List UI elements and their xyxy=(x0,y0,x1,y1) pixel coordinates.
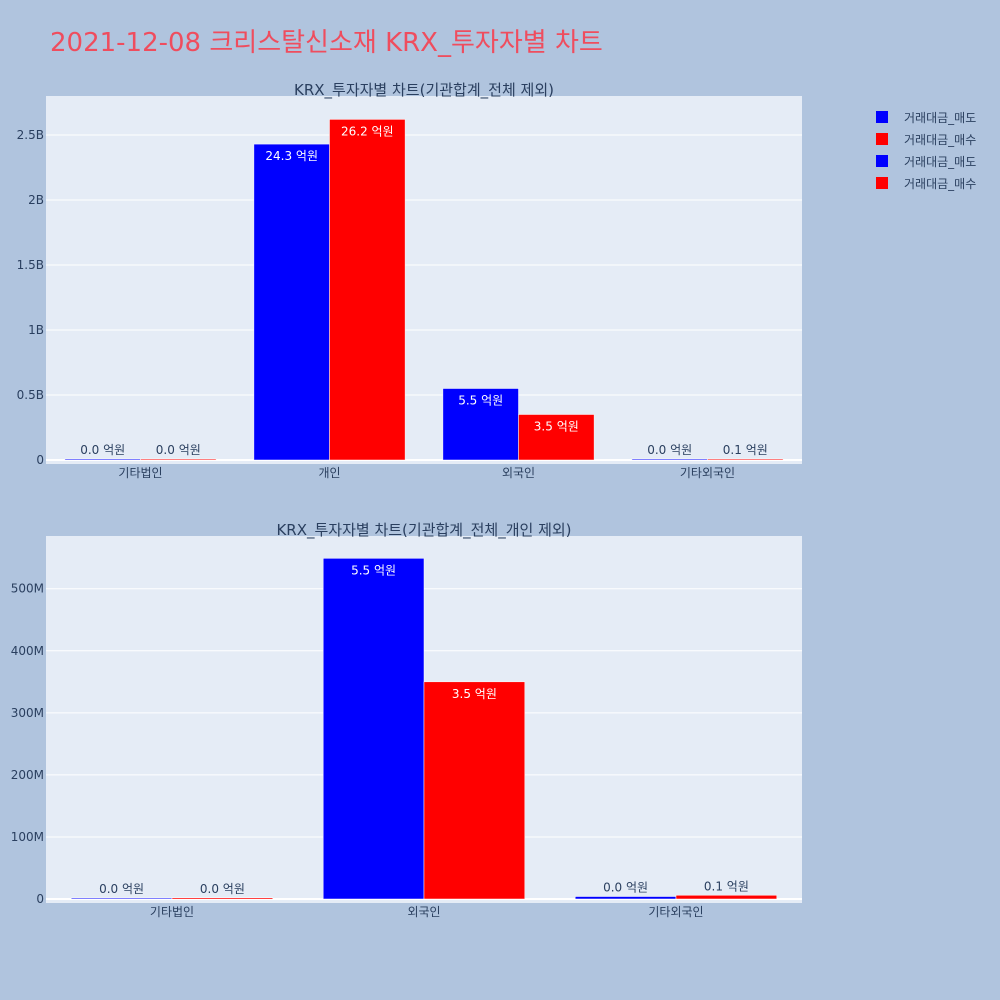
y-tick-label: 400M xyxy=(11,644,44,658)
data-label: 3.5 억원 xyxy=(534,420,579,434)
y-tick-label: 0 xyxy=(36,453,44,467)
x-tick-label: 외국인 xyxy=(502,466,535,480)
data-label: 24.3 억원 xyxy=(265,149,318,163)
bar xyxy=(518,414,595,461)
chart-title: KRX_투자자별 차트(기관합계_전체 제외) xyxy=(294,81,554,100)
data-label: 0.1 억원 xyxy=(723,443,768,457)
legend-label: 거래대금_매도 xyxy=(904,110,977,125)
y-tick-label: 0 xyxy=(36,892,44,906)
x-tick-label: 기타외국인 xyxy=(680,466,735,480)
bar xyxy=(423,681,526,900)
legend-item-buy-1[interactable]: 거래대금_매수 xyxy=(872,128,976,150)
data-label: 5.5 억원 xyxy=(351,563,396,577)
y-tick-label: 0.5B xyxy=(17,388,44,402)
page-title: 2021-12-08 크리스탈신소재 KRX_투자자별 차트 xyxy=(50,28,603,58)
data-label: 5.5 억원 xyxy=(458,394,503,408)
legend-label: 거래대금_매수 xyxy=(904,132,977,147)
bar xyxy=(574,896,677,900)
y-tick-label: 300M xyxy=(11,706,44,720)
legend-swatch xyxy=(876,133,888,145)
bar xyxy=(64,458,141,461)
data-label: 26.2 억원 xyxy=(341,124,394,138)
data-label: 0.1 억원 xyxy=(704,879,749,893)
bar xyxy=(322,558,425,900)
x-tick-label: 기타법인 xyxy=(150,905,194,919)
plot-area xyxy=(46,96,802,464)
x-tick-label: 외국인 xyxy=(407,905,440,919)
y-tick-label: 1B xyxy=(28,323,44,337)
x-tick-label: 기타법인 xyxy=(118,466,162,480)
y-tick-label: 2B xyxy=(28,193,44,207)
chart-title: KRX_투자자별 차트(기관합계_전체_개인 제외) xyxy=(276,521,571,540)
bar xyxy=(171,897,274,900)
bar xyxy=(707,458,784,461)
y-tick-label: 100M xyxy=(11,830,44,844)
legend-item-sell-1[interactable]: 거래대금_매도 xyxy=(872,106,976,128)
legend-label: 거래대금_매도 xyxy=(904,154,977,169)
legend-item-sell-2[interactable]: 거래대금_매도 xyxy=(872,150,976,172)
x-tick-label: 기타외국인 xyxy=(648,905,703,919)
data-label: 0.0 억원 xyxy=(200,882,245,896)
x-tick-label: 개인 xyxy=(318,466,340,480)
bar xyxy=(675,895,778,900)
legend: 거래대금_매도 거래대금_매수 거래대금_매도 거래대금_매수 xyxy=(872,106,976,194)
y-tick-label: 500M xyxy=(11,582,44,596)
y-tick-label: 2.5B xyxy=(17,128,44,142)
y-tick-label: 1.5B xyxy=(17,258,44,272)
bar xyxy=(329,119,406,461)
data-label: 0.0 억원 xyxy=(99,882,144,896)
legend-swatch xyxy=(876,155,888,167)
y-tick-label: 200M xyxy=(11,768,44,782)
data-label: 0.0 억원 xyxy=(603,881,648,895)
data-label: 0.0 억원 xyxy=(647,443,692,457)
data-label: 0.0 억원 xyxy=(80,443,125,457)
bar xyxy=(140,458,217,461)
bar xyxy=(253,143,330,461)
legend-label: 거래대금_매수 xyxy=(904,176,977,191)
bar xyxy=(70,897,173,900)
bar xyxy=(631,458,708,461)
data-label: 0.0 억원 xyxy=(156,443,201,457)
legend-swatch xyxy=(876,177,888,189)
legend-item-buy-2[interactable]: 거래대금_매수 xyxy=(872,172,976,194)
legend-swatch xyxy=(876,111,888,123)
data-label: 3.5 억원 xyxy=(452,687,497,701)
